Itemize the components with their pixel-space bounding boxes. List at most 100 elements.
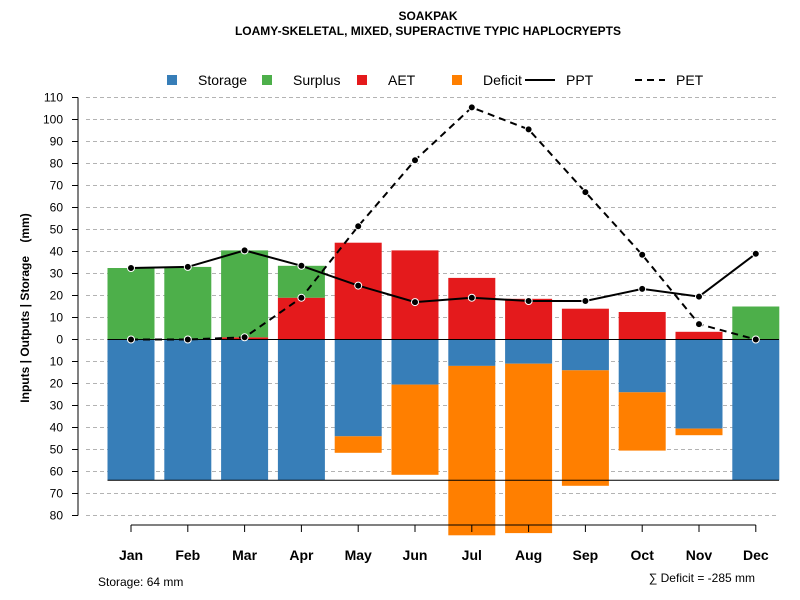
legend-swatch [167,75,177,85]
y-tick-label: 30 [50,267,64,281]
y-tick-label: 50 [50,443,64,457]
legend-swatch [357,75,367,85]
x-tick-label: Nov [686,547,713,563]
storage-bar [618,339,666,393]
x-tick-label: Oct [631,547,655,563]
pet-point [581,188,590,197]
y-tick-label: 80 [50,157,64,171]
ppt-point [467,293,476,302]
legend-label: Storage [198,72,247,88]
y-tick-label: 40 [50,421,64,435]
ppt-point [751,249,760,258]
y-tick-label: 90 [50,135,64,149]
y-tick-label: 80 [50,509,64,523]
legend-swatch [452,75,462,85]
x-tick-label: Apr [289,547,314,563]
x-axis: Jan Feb Mar Apr May Jun Jul Aug Sep Oct Nov Dec [119,524,769,563]
y-tick-label: 40 [50,245,64,259]
aet-bar [618,312,666,340]
y-tick-label: 100 [43,113,63,127]
legend-swatch [262,75,272,85]
aet-bar [505,298,553,340]
ppt-point [411,298,419,307]
surplus-bar [221,250,269,338]
ppt-point [297,261,306,270]
pet-point [751,335,760,344]
pet-point [183,335,192,344]
aet-bar [391,250,439,340]
deficit-note: ∑ Deficit = -285 mm [649,571,755,585]
ppt-point [695,292,703,301]
storage-note: Storage: 64 mm [98,575,183,589]
legend-label: PPT [566,72,594,88]
x-tick-label: Sep [573,547,599,563]
bars [107,242,780,536]
x-tick-label: Feb [175,547,200,563]
deficit-bar [334,436,382,453]
y-tick-label: 30 [50,399,64,413]
pet-point [524,125,533,134]
x-tick-label: Mar [232,547,257,563]
deficit-bar [675,428,723,436]
x-tick-label: Jun [403,547,428,563]
surplus-bar [164,266,212,340]
y-tick-label: 110 [44,91,63,105]
ppt-point [524,297,533,305]
y-axis-title: Inputs | Outputs | Storage (mm) [18,213,32,402]
legend-label: Deficit [483,72,522,88]
deficit-bar [561,370,609,486]
y-tick-label: 50 [50,223,64,237]
lines [127,103,760,344]
storage-bar [334,339,382,437]
deficit-bar [618,392,666,451]
storage-bar [107,339,155,481]
aet-bar [675,331,723,340]
storage-bar [732,339,780,481]
ppt-line [130,249,757,304]
legend-label: Surplus [293,72,340,88]
storage-bar [675,339,723,429]
y-tick-label: 10 [50,355,64,369]
x-tick-label: Jan [119,547,143,563]
storage-bar [391,339,439,385]
y-tick-label: 70 [50,487,64,501]
y-tick-label: 10 [50,311,64,325]
pet-point [297,293,306,302]
legend-label: AET [388,72,416,88]
chart-subtitle: LOAMY-SKELETAL, MIXED, SUPERACTIVE TYPIC… [235,24,621,38]
ppt-point [354,281,363,290]
aet-bar [277,297,325,340]
y-tick-label: 70 [50,179,64,193]
storage-bar [505,339,553,364]
deficit-bar [391,384,439,475]
storage-bar [164,339,212,481]
chart-title: SOAKPAK [398,9,457,23]
storage-bar [561,339,609,371]
aet-bar [561,308,609,340]
pet-point [354,222,363,231]
y-tick-label: 20 [50,377,64,391]
y-tick-label: 60 [50,201,64,215]
ppt-point [127,264,135,272]
pet-point [411,156,419,165]
pet-line [131,106,757,341]
storage-bar [448,339,496,366]
x-tick-label: Dec [743,547,769,563]
x-tick-label: May [345,547,372,563]
y-tick-label: 60 [50,465,64,479]
legend-label: PET [676,72,704,88]
legend: Storage Surplus AET Deficit PPT PET [167,72,704,88]
pet-point [127,335,135,344]
y-tick-label: 0 [56,333,63,347]
pet-point [467,103,476,112]
pet-point [638,250,647,259]
pet-point [240,333,249,342]
ppt-point [638,284,647,293]
x-tick-label: Jul [462,547,482,563]
storage-bar [221,339,269,481]
surplus-bar [107,268,155,340]
ppt-point [240,246,249,255]
y-axis: 1101009080706050403020100102030405060708… [43,91,79,523]
ppt-point [581,297,590,305]
